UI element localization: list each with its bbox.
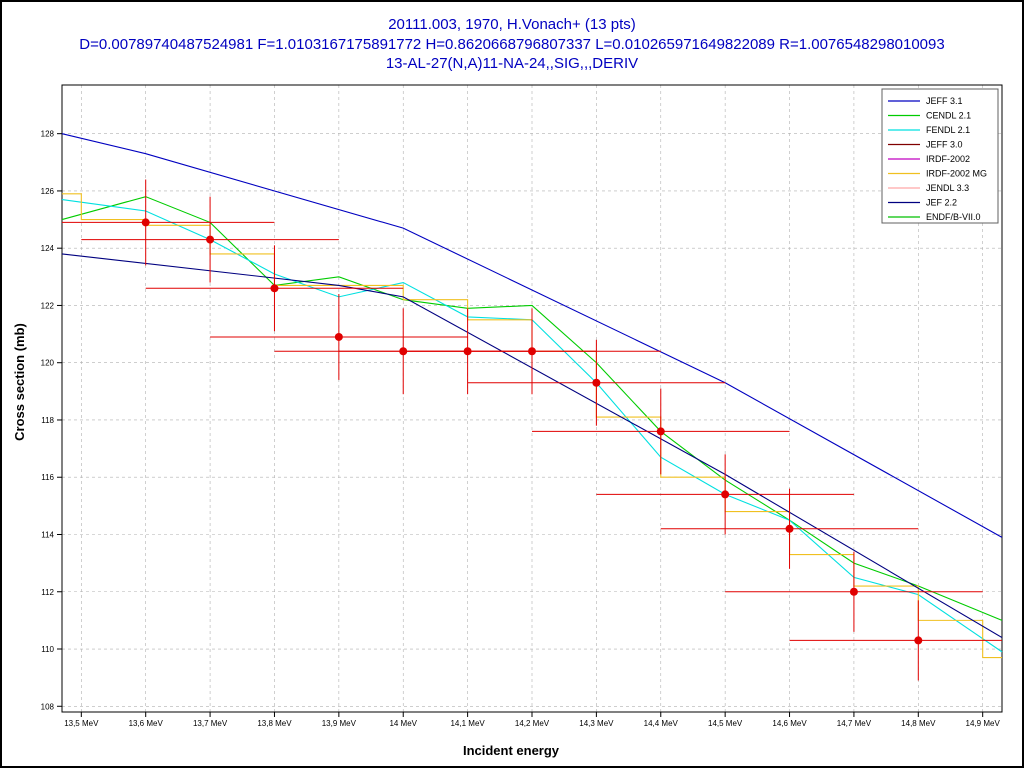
y-tick-label: 126 xyxy=(41,187,55,196)
experimental-point xyxy=(532,388,790,475)
legend-label: IRDF-2002 xyxy=(926,154,970,164)
legend-entry: JEF 2.2 xyxy=(888,198,957,208)
y-tick-label: 124 xyxy=(41,244,55,253)
x-tick-label: 14,6 MeV xyxy=(772,719,807,728)
x-tick-label: 14,1 MeV xyxy=(450,719,485,728)
chart-title-line-3: 13-AL-27(N,A)11-NA-24,,SIG,,,DERIV xyxy=(386,55,638,72)
grid xyxy=(62,85,1002,712)
experimental-point xyxy=(145,245,404,332)
legend-box xyxy=(881,88,999,224)
x-tick-label: 13,7 MeV xyxy=(193,719,228,728)
data-point-marker xyxy=(334,332,343,341)
legend-label: JENDL 3.3 xyxy=(926,183,969,193)
legend: JEFF 3.1 CENDL 2.1 FENDL 2.1 JEFF 3.0 IRDF-2… xyxy=(881,88,999,224)
experimental-point xyxy=(62,179,275,266)
y-tick-label: 110 xyxy=(41,645,54,654)
x-axis-title: Incident energy xyxy=(463,743,560,758)
x-tick-label: 14,8 MeV xyxy=(901,719,936,728)
chart-title-line-1: 20111.003, 1970, H.Vonach+ (13 pts) xyxy=(388,16,636,33)
data-point-marker xyxy=(270,284,279,293)
legend-entry: IRDF-2002 MG xyxy=(888,169,987,179)
legend-label: FENDL 2.1 xyxy=(926,125,970,135)
experimental-point xyxy=(403,308,661,395)
data-point-marker xyxy=(785,524,794,533)
legend-entry: JEFF 3.0 xyxy=(888,140,963,150)
legend-label: JEFF 3.0 xyxy=(926,140,963,150)
legend-label: CENDL 2.1 xyxy=(926,111,971,121)
experimental-point xyxy=(467,339,726,426)
data-point-marker xyxy=(721,490,730,499)
x-tick-label: 13,8 MeV xyxy=(257,719,292,728)
legend-label: JEFF 3.1 xyxy=(926,96,963,106)
x-tick-label: 14,5 MeV xyxy=(708,719,743,728)
x-tick-label: 13,5 MeV xyxy=(64,719,99,728)
y-tick-label: 128 xyxy=(41,130,55,139)
legend-label: JEF 2.2 xyxy=(926,198,957,208)
series-line-jeff-3-1 xyxy=(61,133,1003,538)
y-tick-label: 114 xyxy=(41,530,54,539)
axes: 13,5 MeV 13,6 MeV 13,7 MeV 13,8 MeV 13,9 MeV… xyxy=(41,84,1003,728)
y-tick-label: 118 xyxy=(41,416,54,425)
chart-title-line-2: D=0.00789740487524981 F=1.01031671758917… xyxy=(79,36,944,53)
y-axis-title: Cross section (mb) xyxy=(12,323,27,441)
data-point-marker xyxy=(656,427,665,436)
legend-entry: JEFF 3.1 xyxy=(888,96,963,106)
y-tick-label: 120 xyxy=(41,359,55,368)
experimental-point xyxy=(596,454,854,535)
legend-entry: CENDL 2.1 xyxy=(888,111,971,121)
y-tick-label: 108 xyxy=(41,702,55,711)
x-tick-label: 13,9 MeV xyxy=(322,719,357,728)
data-point-marker xyxy=(206,235,215,244)
legend-label: ENDF/B-VII.0 xyxy=(926,212,981,222)
data-point-marker xyxy=(914,636,923,645)
experimental-point xyxy=(789,600,1002,681)
experimental-point xyxy=(660,488,919,569)
experimental-point xyxy=(210,294,468,380)
experimental-points xyxy=(62,179,1002,681)
series-line-cendl-2-1 xyxy=(61,196,1003,621)
x-tick-label: 14,9 MeV xyxy=(966,719,1001,728)
data-point-marker xyxy=(592,378,601,387)
x-tick-label: 14,3 MeV xyxy=(579,719,614,728)
data-point-marker xyxy=(528,347,536,356)
y-tick-label: 112 xyxy=(41,588,54,597)
x-tick-label: 14,2 MeV xyxy=(515,719,550,728)
x-tick-label: 14 MeV xyxy=(389,719,417,728)
y-tick-label: 122 xyxy=(41,301,55,310)
data-point-marker xyxy=(849,587,858,596)
legend-label: IRDF-2002 MG xyxy=(926,169,987,179)
legend-entry: ENDF/B-VII.0 xyxy=(888,212,981,222)
experimental-point xyxy=(81,196,339,283)
y-tick-label: 116 xyxy=(41,473,54,482)
legend-entry: FENDL 2.1 xyxy=(888,125,970,135)
experimental-point xyxy=(725,551,983,632)
data-point-marker xyxy=(141,218,150,227)
x-tick-label: 14,7 MeV xyxy=(837,719,872,728)
x-tick-label: 14,4 MeV xyxy=(644,719,679,728)
legend-entry: JENDL 3.3 xyxy=(888,183,969,193)
legend-entry: IRDF-2002 xyxy=(888,154,970,164)
x-tick-label: 13,6 MeV xyxy=(129,719,164,728)
